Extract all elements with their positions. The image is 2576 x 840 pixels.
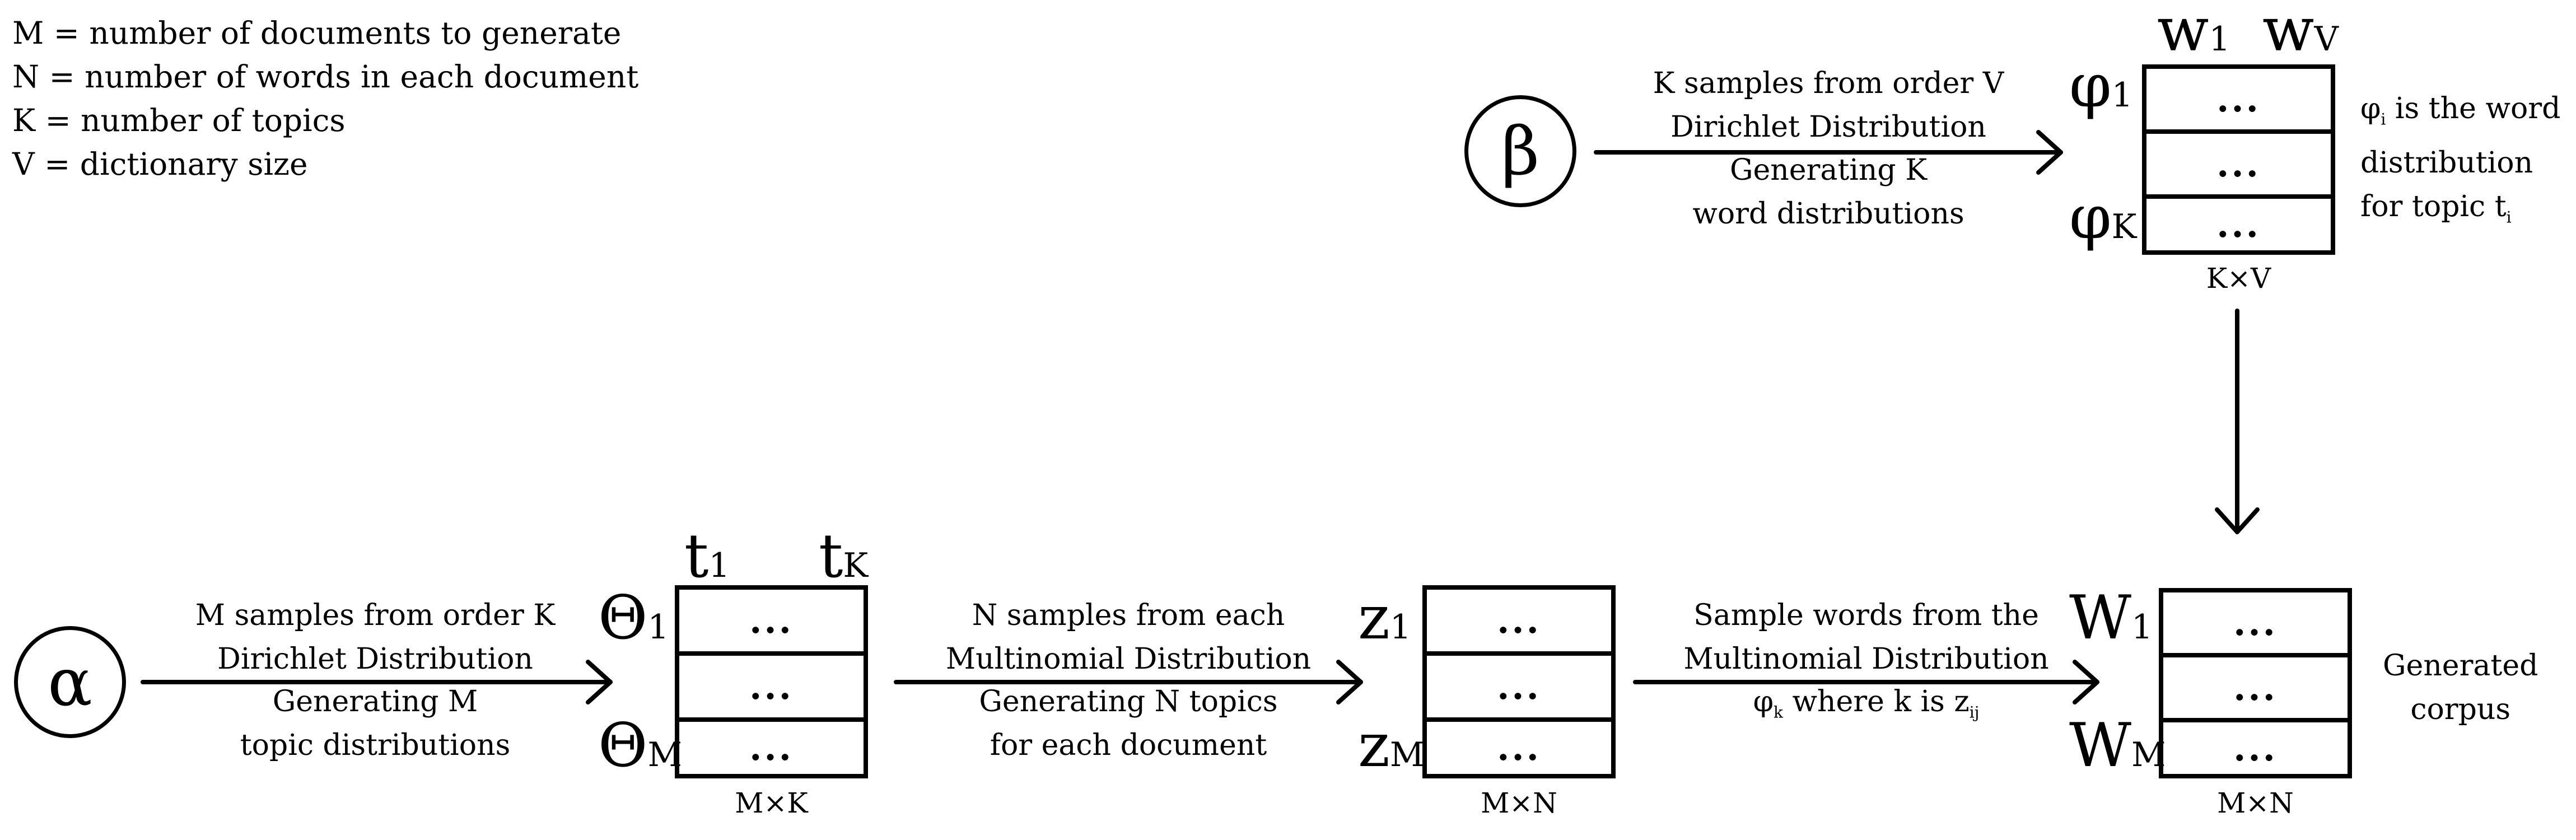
z-row-divider-2 <box>1427 717 1611 722</box>
phi-cell-2: ... <box>2216 143 2261 185</box>
arrow-alpha-to-theta <box>141 660 613 704</box>
alpha-caption-bottom: Generating M topic distributions <box>240 685 511 762</box>
arrow-theta-to-z <box>894 660 1363 704</box>
theta-row-first: Θ1 <box>598 583 669 653</box>
theta-col-last: tK <box>819 521 869 591</box>
z-matrix: ... ... ... <box>1422 585 1616 778</box>
z-row-divider-1 <box>1427 651 1611 656</box>
arrow-beta-to-phi <box>1594 130 2063 175</box>
topics-caption-bottom: Generating N topics for each document <box>979 685 1278 762</box>
theta-row-last: ΘM <box>598 711 682 781</box>
theta-cell-3: ... <box>749 727 794 769</box>
legend-line-k: K = number of topics <box>12 102 346 138</box>
words-matrix: ... ... ... <box>2159 588 2352 778</box>
legend-line-v: V = dictionary size <box>12 146 308 182</box>
theta-row-divider-2 <box>679 717 864 722</box>
phi-col-last: wV <box>2262 0 2339 65</box>
w-row-divider-2 <box>2163 718 2348 722</box>
legend-line-n: N = number of words in each document <box>12 59 639 95</box>
topics-caption-top: N samples from each Multinomial Distribu… <box>945 599 1312 676</box>
z-cell-3: ... <box>1497 727 1541 769</box>
arrow-phi-to-words <box>2215 309 2260 534</box>
phi-row-divider-1 <box>2146 129 2331 134</box>
z-cell-1: ... <box>1497 599 1541 642</box>
phi-cell-1: ... <box>2216 78 2261 120</box>
phi-row-last: φK <box>2069 183 2137 253</box>
beta-caption-top: K samples from order V Dirichlet Distrib… <box>1653 67 2004 144</box>
w-row-first: W1 <box>2069 583 2153 653</box>
words-caption-top: Sample words from the Multinomial Distri… <box>1683 599 2049 676</box>
theta-matrix: ... ... ... <box>675 585 868 778</box>
generated-corpus-note: Generated corpus <box>2383 649 2538 726</box>
w-row-divider-1 <box>2163 653 2348 657</box>
theta-row-divider-1 <box>679 651 864 656</box>
alpha-node: α <box>14 626 126 738</box>
w-row-last: WM <box>2069 711 2166 781</box>
arrow-z-to-words <box>1633 660 2099 704</box>
w-cell-3: ... <box>2233 727 2278 769</box>
phi-dims: K×V <box>2206 262 2271 295</box>
w-cell-2: ... <box>2233 666 2278 709</box>
z-row-last: zM <box>1358 711 1425 781</box>
z-dims: M×N <box>1481 787 1557 819</box>
theta-dims: M×K <box>735 787 808 819</box>
phi-row-divider-2 <box>2146 194 2331 199</box>
w-dims: M×N <box>2217 787 2294 819</box>
alpha-caption-top: M samples from order K Dirichlet Distrib… <box>195 599 556 676</box>
legend: M = number of documents to generate N = … <box>12 11 638 186</box>
theta-col-first: t1 <box>684 521 730 591</box>
phi-note: φi is the word distribution for topic ti <box>2360 92 2561 227</box>
words-caption-bottom: φk where k is zij <box>1753 685 1980 722</box>
theta-cell-2: ... <box>749 665 794 708</box>
beta-symbol: β <box>1501 113 1540 190</box>
beta-node: β <box>1464 95 1576 207</box>
phi-cell-3: ... <box>2216 203 2261 246</box>
beta-caption-bottom: Generating K word distributions <box>1692 153 1964 231</box>
z-row-first: z1 <box>1358 583 1412 653</box>
legend-line-m: M = number of documents to generate <box>12 15 622 51</box>
alpha-symbol: α <box>48 643 92 721</box>
theta-cell-1: ... <box>749 599 794 642</box>
w-cell-1: ... <box>2233 601 2278 644</box>
phi-row-first: φ1 <box>2069 51 2133 121</box>
phi-matrix: ... ... ... <box>2142 64 2335 255</box>
z-cell-2: ... <box>1497 665 1541 708</box>
phi-col-first: w1 <box>2157 0 2230 65</box>
